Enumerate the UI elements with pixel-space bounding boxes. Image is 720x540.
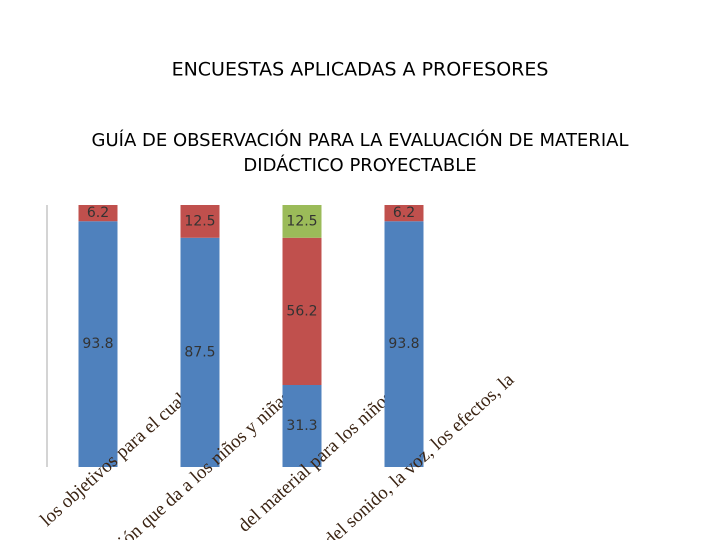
- subtitle-box: GUÍA DE OBSERVACIÓN PARA LA EVALUACIÓN D…: [91, 130, 629, 176]
- bar-segment: [180, 205, 220, 238]
- data-label: 12.5: [184, 213, 215, 229]
- bar-segment: [180, 237, 220, 467]
- data-label: 12.5: [286, 213, 317, 229]
- bar-segment: [282, 384, 322, 467]
- data-label: 87.5: [184, 344, 215, 360]
- data-label: 93.8: [82, 336, 113, 352]
- data-label: 56.2: [286, 303, 317, 319]
- bar-segment: [282, 205, 322, 238]
- bar-segment: [384, 205, 424, 222]
- bar-segment: [282, 237, 322, 385]
- data-label: 6.2: [393, 205, 415, 221]
- chart-title: ENCUESTAS APLICADAS A PROFESORES: [172, 59, 549, 81]
- data-label: 31.3: [286, 418, 317, 434]
- bar-segment: [78, 221, 118, 467]
- data-label: 93.8: [388, 336, 419, 352]
- bar-segment: [384, 221, 424, 467]
- bar-segment: [78, 205, 118, 222]
- chart-subtitle: GUÍA DE OBSERVACIÓN PARA LA EVALUACIÓN D…: [91, 130, 629, 176]
- data-label: 6.2: [87, 205, 109, 221]
